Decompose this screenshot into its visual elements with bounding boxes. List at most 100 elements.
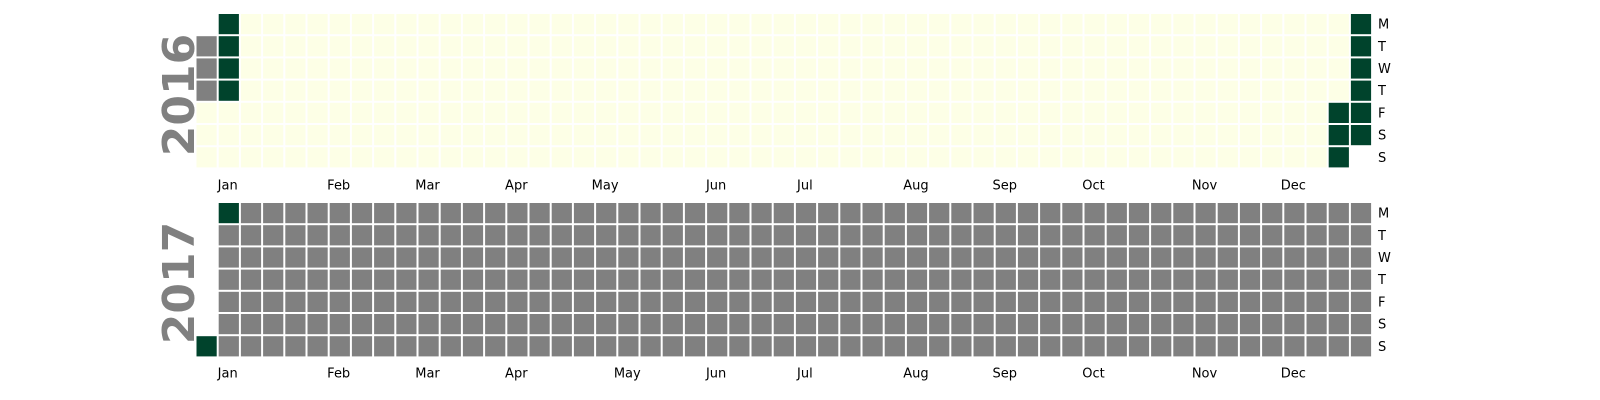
- day-cell: [795, 269, 817, 290]
- day-cell: [507, 80, 528, 101]
- day-cell: [240, 147, 262, 168]
- day-cell: [729, 291, 750, 312]
- day-cell: [307, 291, 328, 312]
- day-cell: [1239, 58, 1261, 79]
- day-cell: [440, 203, 461, 224]
- day-cell: [662, 336, 683, 357]
- day-cell: [729, 225, 750, 246]
- day-cell: [351, 80, 373, 101]
- day-cell: [551, 247, 572, 268]
- day-cell: [618, 314, 639, 335]
- day-cell: [1217, 58, 1238, 79]
- day-cell: [329, 125, 350, 146]
- day-cell: [1328, 36, 1349, 57]
- day-cell: [1084, 80, 1105, 101]
- day-cell: [462, 147, 484, 168]
- day-cell: [240, 336, 262, 357]
- day-cell: [1195, 291, 1216, 312]
- day-cell: [529, 36, 550, 57]
- day-cell: [396, 336, 417, 357]
- day-cell: [507, 269, 528, 290]
- day-cell: [507, 247, 528, 268]
- day-cell: [884, 269, 905, 290]
- day-cell: [596, 147, 617, 168]
- day-cell: [751, 102, 772, 123]
- day-cell: [640, 14, 661, 35]
- day-cell: [995, 247, 1016, 268]
- day-cell: [973, 36, 994, 57]
- month-label: Dec: [1281, 367, 1306, 382]
- day-cell: [684, 203, 706, 224]
- day-cell: [729, 336, 750, 357]
- day-cell: [551, 80, 572, 101]
- day-cell: [1040, 36, 1061, 57]
- day-cell: [218, 314, 239, 335]
- day-cell: [951, 102, 972, 123]
- day-cell: [729, 314, 750, 335]
- day-cell: [529, 203, 550, 224]
- day-cell: [707, 125, 728, 146]
- day-cell: [1173, 247, 1194, 268]
- day-cell: [1106, 203, 1127, 224]
- day-cell: [951, 269, 972, 290]
- day-cell: [795, 58, 817, 79]
- day-cell: [263, 203, 284, 224]
- day-cell: [862, 291, 883, 312]
- day-cell: [773, 58, 794, 79]
- day-cell: [485, 314, 506, 335]
- day-cell: [374, 336, 395, 357]
- day-cell: [751, 336, 772, 357]
- day-cell: [1195, 336, 1216, 357]
- day-cell: [573, 336, 595, 357]
- day-cell: [1306, 291, 1327, 312]
- day-cell: [285, 102, 306, 123]
- active-day-cell: [218, 58, 239, 79]
- day-cell: [1173, 58, 1194, 79]
- day-cell: [263, 14, 284, 35]
- day-cell: [840, 291, 861, 312]
- day-cell: [884, 80, 905, 101]
- day-cell: [1328, 247, 1349, 268]
- day-cell: [973, 225, 994, 246]
- day-cell: [218, 102, 239, 123]
- day-cell: [1262, 125, 1283, 146]
- day-cell: [684, 225, 706, 246]
- day-cell: [240, 58, 262, 79]
- day-cell: [551, 58, 572, 79]
- day-cell: [1062, 291, 1083, 312]
- day-cell: [351, 314, 373, 335]
- day-cell: [374, 203, 395, 224]
- day-cell: [951, 36, 972, 57]
- day-cell: [707, 147, 728, 168]
- day-cell: [1151, 203, 1172, 224]
- day-cell: [218, 247, 239, 268]
- active-day-cell: [1350, 125, 1372, 146]
- day-cell: [329, 247, 350, 268]
- day-cell: [374, 291, 395, 312]
- day-cell: [1062, 36, 1083, 57]
- day-cell: [1217, 147, 1238, 168]
- day-cell: [618, 125, 639, 146]
- active-day-cell: [218, 14, 239, 35]
- day-cell: [1106, 80, 1127, 101]
- day-cell: [929, 336, 950, 357]
- day-cell: [862, 314, 883, 335]
- day-cell: [773, 147, 794, 168]
- day-cell: [906, 314, 928, 335]
- day-cell: [995, 269, 1016, 290]
- active-day-cell: [218, 203, 239, 224]
- day-cell: [1217, 14, 1238, 35]
- day-cell: [773, 125, 794, 146]
- day-cell: [1217, 102, 1238, 123]
- day-cell: [773, 203, 794, 224]
- day-cell: [751, 147, 772, 168]
- year-label: 2017: [154, 222, 205, 344]
- day-cell: [1173, 336, 1194, 357]
- day-cell: [596, 125, 617, 146]
- day-cell: [351, 147, 373, 168]
- day-cell: [1262, 247, 1283, 268]
- day-cell: [1128, 14, 1150, 35]
- day-cell: [418, 102, 439, 123]
- day-cell: [929, 225, 950, 246]
